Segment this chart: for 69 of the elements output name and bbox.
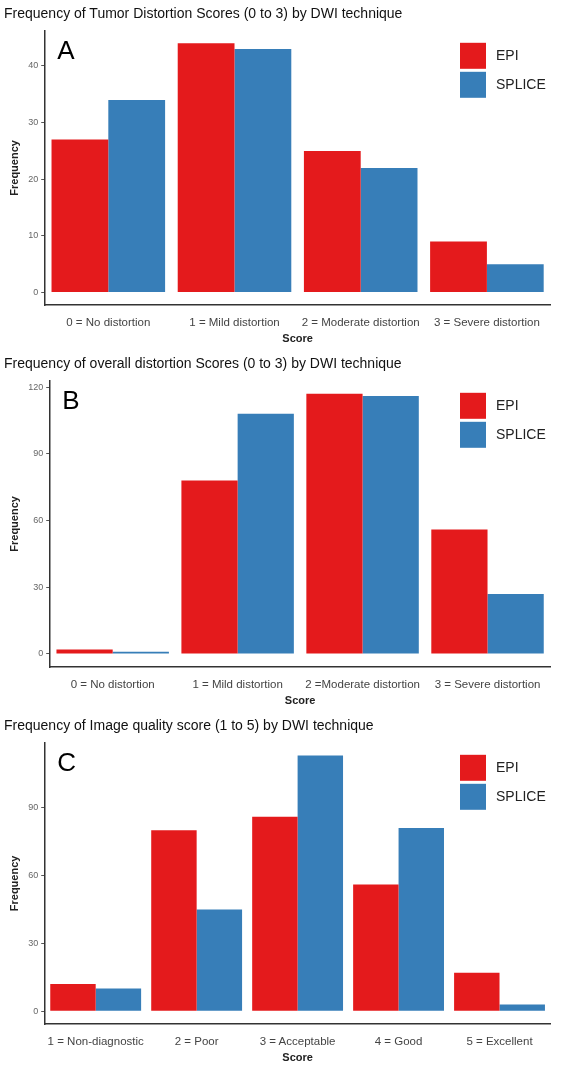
bar	[177, 43, 235, 293]
x-tick-label: 2 =Moderate distortion	[305, 678, 420, 691]
bar	[454, 972, 500, 1011]
y-tick-label: 90	[28, 802, 39, 813]
annotation: B	[62, 384, 80, 415]
bar	[430, 241, 487, 293]
x-tick-label: 0 = No distortion	[70, 678, 155, 691]
bar	[181, 480, 238, 654]
legend-label: SPLICE	[496, 787, 546, 804]
bar	[95, 988, 142, 1011]
y-tick-label: 30	[28, 937, 39, 948]
y-axis-title: Frequency	[7, 854, 20, 912]
y-axis-title: Frequency	[7, 139, 20, 196]
x-tick-label: 3 = Acceptable	[259, 1035, 336, 1048]
x-axis-title: Score	[284, 694, 316, 707]
x-tick-label: 3 = Severe distortion	[434, 678, 541, 691]
legend-label: EPI	[496, 46, 519, 63]
x-tick-label: 1 = Non-diagnostic	[47, 1035, 145, 1048]
x-axis-title: Score	[282, 332, 313, 345]
bar	[108, 99, 166, 293]
legend-label: SPLICE	[496, 75, 546, 92]
annotation: A	[57, 34, 76, 65]
bar	[398, 827, 444, 1011]
bar	[303, 150, 361, 293]
bar	[234, 48, 292, 293]
chart-title: Frequency of Image quality score (1 to 5) by DWI technique	[4, 717, 374, 734]
y-tick-label: 20	[28, 173, 39, 184]
bar	[353, 884, 399, 1011]
bar	[486, 264, 544, 293]
bar	[487, 593, 544, 654]
bar	[306, 393, 363, 654]
x-tick-label: 2 = Poor	[174, 1035, 219, 1048]
y-tick-label: 10	[28, 230, 39, 241]
chart-title: Frequency of Tumor Distortion Scores (0 to 3) by DWI technique	[4, 5, 403, 22]
bar	[50, 984, 96, 1011]
y-tick-label: 40	[28, 60, 39, 71]
y-tick-label: 0	[33, 1005, 39, 1016]
bar	[51, 139, 109, 293]
y-tick-label: 30	[33, 581, 44, 592]
bar	[237, 413, 294, 654]
x-tick-label: 0 = No distortion	[66, 316, 151, 329]
bar	[360, 167, 418, 293]
x-axis-title: Score	[282, 1051, 313, 1064]
legend-label: EPI	[496, 396, 519, 413]
y-tick-label: 0	[33, 287, 39, 298]
x-tick-label: 1 = Mild distortion	[189, 316, 280, 329]
bar	[196, 909, 243, 1011]
x-tick-label: 5 = Excellent	[466, 1035, 534, 1048]
y-tick-label: 90	[33, 448, 44, 459]
chart-title: Frequency of overall distortion Scores (0 to 3) by DWI technique	[4, 355, 402, 372]
bar	[362, 396, 419, 654]
y-tick-label: 60	[28, 869, 39, 880]
legend-label: EPI	[496, 758, 519, 775]
x-tick-label: 4 = Good	[374, 1035, 423, 1048]
y-axis-title: Frequency	[7, 495, 20, 552]
bar	[151, 830, 197, 1011]
annotation: C	[57, 746, 76, 777]
bar	[297, 755, 344, 1011]
legend-label: SPLICE	[496, 425, 546, 442]
x-tick-label: 3 = Severe distortion	[434, 316, 540, 329]
y-tick-label: 120	[28, 381, 44, 392]
y-tick-label: 30	[28, 117, 39, 128]
bar	[499, 1004, 545, 1011]
y-tick-label: 60	[33, 515, 44, 526]
bar	[252, 816, 298, 1011]
x-tick-label: 2 = Moderate distortion	[301, 316, 420, 329]
bar	[431, 529, 488, 654]
y-tick-label: 0	[38, 648, 44, 659]
x-tick-label: 1 = Mild distortion	[192, 678, 283, 691]
